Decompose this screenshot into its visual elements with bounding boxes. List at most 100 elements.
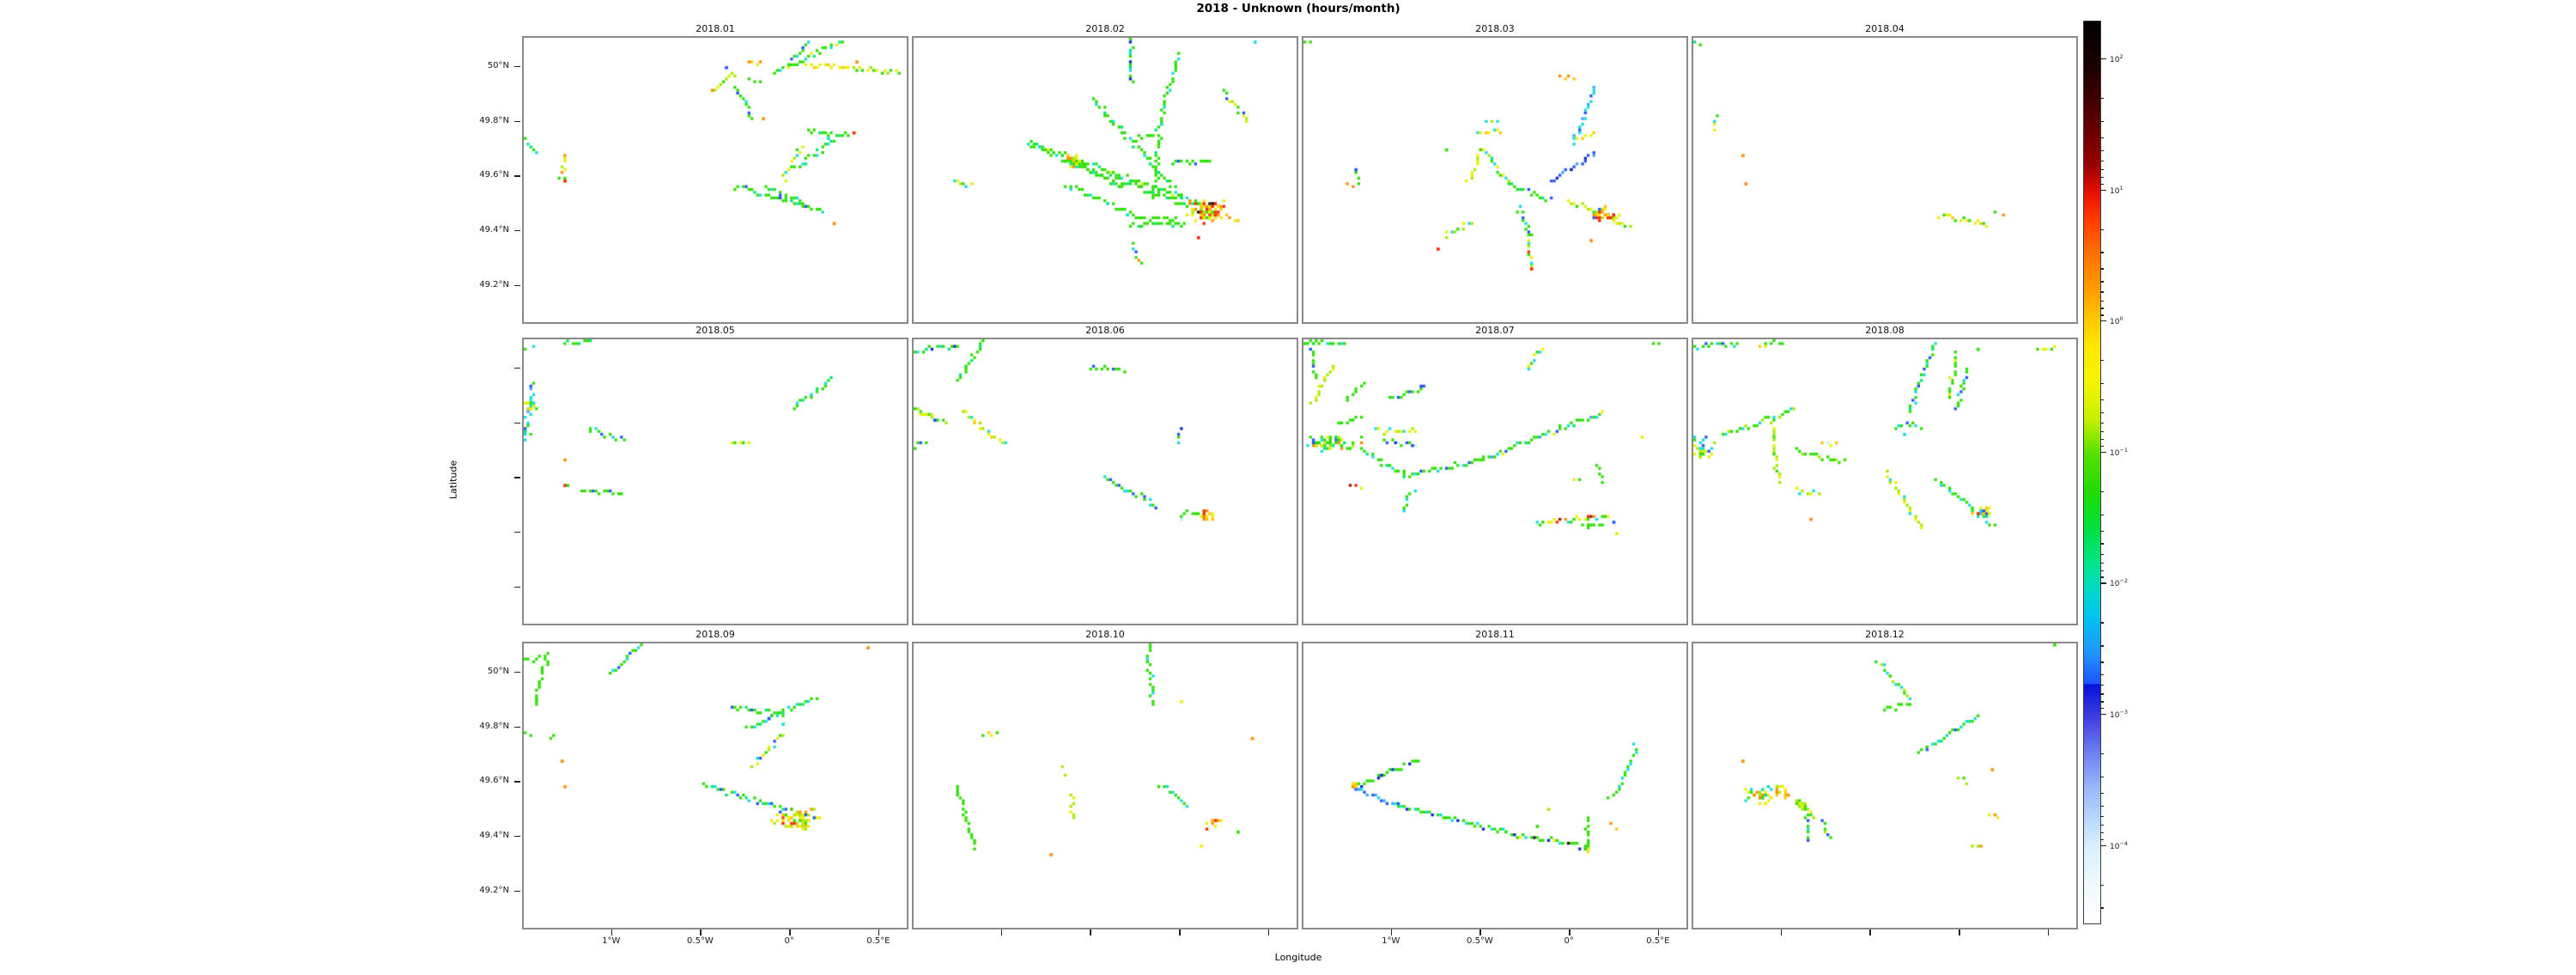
y-tick-label: 49.4°N [479, 830, 509, 840]
colorbar-tick-exp: −4 [2119, 839, 2129, 847]
colorbar-minor-tick [2100, 422, 2104, 424]
tracks-canvas-2018.04 [1693, 38, 2076, 322]
colorbar-tick-label: 10−2 [2110, 577, 2128, 588]
colorbar-minor-tick [2100, 229, 2104, 230]
y-tick-label: 49.8°N [479, 721, 509, 731]
colorbar-minor-tick [2100, 832, 2104, 834]
y-tick [514, 890, 520, 893]
colorbar-minor-tick [2100, 268, 2104, 270]
x-tick [1869, 929, 1871, 935]
tracks-canvas-2018.08 [1693, 339, 2076, 624]
y-tick [514, 120, 520, 123]
tracks-canvas-2018.01 [524, 38, 907, 322]
x-tick-label: 0.5°E [1646, 936, 1670, 946]
colorbar-tick-label: 10−1 [2110, 447, 2128, 458]
x-tick [1569, 929, 1571, 935]
y-tick-label: 49.2°N [479, 885, 509, 895]
y-tick [514, 672, 520, 673]
subplot-2018.11: 2018.11 [1302, 629, 1688, 929]
subplot-2018.05: 2018.05 [522, 325, 908, 625]
colorbar-minor-tick [2100, 183, 2104, 185]
colorbar-tick-label: 10−3 [2110, 709, 2128, 720]
y-tick-label: 49.2°N [479, 279, 509, 289]
subplot-2018.07: 2018.07 [1302, 325, 1688, 625]
y-tick [514, 284, 520, 287]
x-tick-label: 0° [1564, 936, 1574, 946]
y-tick [514, 368, 520, 369]
tracks-canvas-2018.02 [914, 38, 1297, 322]
colorbar-minor-tick [2100, 291, 2104, 293]
x-tick [1000, 929, 1003, 935]
colorbar-minor-tick [2100, 645, 2104, 647]
colorbar-tick-label: 10−4 [2110, 840, 2128, 851]
x-tick [1267, 929, 1270, 935]
y-tick [514, 781, 520, 783]
subplot-title: 2018.06 [1085, 325, 1125, 336]
y-tick [514, 586, 520, 588]
subplot-title: 2018.05 [696, 325, 735, 336]
colorbar-major-tick [2100, 582, 2106, 584]
colorbar-tick-exp: −2 [2119, 577, 2129, 585]
subplot-2018.04: 2018.04 [1692, 23, 2078, 324]
colorbar-minor-tick [2100, 439, 2104, 441]
subplot-title: 2018.09 [696, 629, 735, 640]
colorbar-minor-tick [2100, 562, 2104, 564]
subplot-title: 2018.01 [696, 23, 735, 34]
y-tick-label: 49.8°N [479, 115, 509, 125]
subplot-title: 2018.07 [1475, 325, 1515, 336]
y-tick-label: 50°N [487, 61, 509, 70]
colorbar-tick-exp: −3 [2119, 709, 2129, 716]
colorbar-minor-tick [2100, 543, 2104, 545]
y-tick-label: 49.6°N [479, 170, 509, 180]
colorbar-minor-tick [2100, 431, 2104, 433]
x-tick [1090, 929, 1091, 935]
colorbar-minor-tick [2100, 792, 2104, 795]
colorbar-minor-tick [2100, 753, 2104, 755]
y-tick [514, 531, 520, 533]
x-tick-label: 1°W [1382, 936, 1400, 946]
colorbar-minor-tick [2100, 360, 2104, 362]
colorbar-minor-tick [2100, 674, 2104, 676]
subplot-title: 2018.02 [1085, 23, 1125, 34]
colorbar-tick-label: 102 [2110, 53, 2123, 64]
colorbar-minor-tick [2100, 383, 2104, 385]
colorbar-tick-base: 10 [2110, 711, 2120, 720]
figure-title: 2018 - Unknown (hours/month) [1196, 2, 1400, 15]
y-tick [514, 175, 520, 177]
colorbar-minor-tick [2100, 176, 2104, 179]
colorbar-minor-tick [2100, 252, 2104, 253]
colorbar-minor-tick [2100, 708, 2104, 710]
colorbar-tick-exp: −1 [2119, 446, 2129, 454]
x-tick [1390, 929, 1393, 935]
subplot-2018.08: 2018.08 [1692, 325, 2078, 625]
colorbar-minor-tick [2100, 149, 2104, 151]
colorbar-minor-tick [2100, 805, 2104, 807]
colorbar-major-tick [2100, 320, 2106, 322]
x-tick [700, 929, 702, 935]
colorbar-minor-tick [2100, 137, 2104, 139]
colorbar-major-tick [2100, 714, 2106, 716]
x-tick [789, 929, 791, 935]
x-tick [1657, 929, 1660, 935]
x-tick [878, 929, 880, 935]
tracks-canvas-2018.07 [1303, 339, 1686, 624]
subplot-title: 2018.08 [1865, 325, 1905, 336]
colorbar-gradient [2083, 21, 2101, 924]
colorbar-minor-tick [2100, 97, 2104, 100]
subplot-2018.03: 2018.03 [1302, 23, 1688, 324]
colorbar-minor-tick [2100, 685, 2104, 686]
x-tick [611, 929, 613, 935]
colorbar-minor-tick [2100, 838, 2104, 840]
x-tick-label: 0.5°W [1467, 936, 1493, 946]
subplot-2018.09: 2018.09 [522, 629, 908, 929]
colorbar-tick-label: 101 [2110, 185, 2123, 196]
colorbar-minor-tick [2100, 491, 2104, 493]
subplot-2018.10: 2018.10 [912, 629, 1298, 929]
colorbar-minor-tick [2100, 701, 2104, 703]
subplot-2018.06: 2018.06 [912, 325, 1298, 625]
y-tick [514, 726, 520, 728]
colorbar-tick-exp: 0 [2119, 315, 2123, 323]
tracks-canvas-2018.12 [1693, 643, 2076, 928]
colorbar-minor-tick [2100, 281, 2104, 283]
colorbar-tick-base: 10 [2110, 56, 2120, 64]
